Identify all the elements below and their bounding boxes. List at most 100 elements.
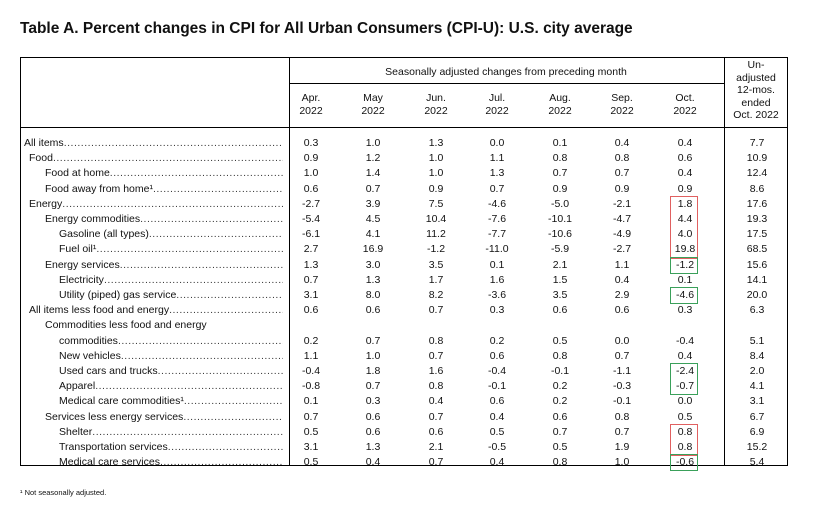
value-cell: 11.2 — [426, 228, 446, 241]
value-cell: 3.5 — [428, 258, 444, 271]
value-cell: -2.7 — [612, 243, 632, 256]
table-row: All items...............................… — [21, 137, 789, 152]
value-cell: 0.5 — [677, 410, 693, 423]
value-cell: 3.0 — [365, 258, 381, 271]
value-cell: 3.5 — [552, 289, 568, 301]
value-cell: 0.0 — [489, 137, 505, 149]
unadjusted-header-line: Oct. 2022 — [733, 109, 779, 121]
row-label-text: Shelter — [59, 425, 93, 438]
row-label-text: All items less food and energy — [29, 304, 170, 317]
value-cell: 0.7 — [365, 380, 381, 393]
table-row: Medical care commodities¹...............… — [21, 395, 789, 410]
leader-dots: ........................................… — [52, 152, 283, 165]
column-year: 2022 — [673, 105, 697, 117]
highlight-box — [670, 423, 698, 457]
value-cell: 0.6 — [303, 304, 319, 317]
unadjusted-cell: 5.4 — [749, 456, 765, 469]
column-header: Sep. 2022 — [591, 92, 653, 118]
value-cell: -1.2 — [426, 243, 446, 256]
value-cell: 3.1 — [303, 289, 319, 301]
table-row: Energy..................................… — [21, 198, 789, 213]
value-cell: 10.4 — [425, 213, 447, 225]
value-cell: 0.6 — [677, 152, 693, 165]
unadjusted-cell: 7.7 — [749, 137, 765, 149]
value-cell: 0.4 — [428, 395, 444, 408]
value-cell: 0.4 — [614, 137, 630, 149]
unadjusted-cell: 15.6 — [746, 258, 768, 271]
value-cell: 0.7 — [428, 410, 444, 423]
value-cell: 0.6 — [552, 410, 568, 423]
value-cell: 0.7 — [614, 167, 630, 180]
value-cell: 0.8 — [428, 334, 444, 347]
value-cell: -4.6 — [487, 197, 507, 210]
highlight-box — [670, 454, 698, 472]
column-year: 2022 — [299, 105, 323, 117]
value-cell: 1.1 — [303, 349, 319, 362]
table-row: Medical care services...................… — [21, 456, 789, 471]
row-label-text: Food away from home¹ — [45, 182, 153, 195]
value-cell: 2.1 — [428, 441, 444, 453]
column-year: 2022 — [610, 105, 634, 117]
row-label-text: Food at home — [45, 167, 110, 180]
row-label-text: Apparel — [59, 380, 96, 393]
leader-dots: ........................................… — [63, 137, 283, 149]
value-cell: 0.0 — [614, 334, 630, 347]
value-cell: 2.1 — [552, 258, 568, 271]
unadjusted-cell: 20.0 — [746, 289, 768, 301]
column-month: Aug. — [549, 92, 571, 104]
row-label-text: Medical care services — [59, 456, 160, 469]
row-label: Medical care services...................… — [59, 456, 283, 468]
row-label-text: Energy — [29, 197, 63, 210]
value-cell: -0.8 — [301, 380, 321, 393]
value-cell: -0.3 — [612, 380, 632, 393]
value-cell: 1.3 — [428, 137, 444, 149]
value-cell: 0.2 — [489, 334, 505, 347]
unadjusted-cell: 12.4 — [746, 167, 768, 180]
row-label: All items...............................… — [24, 137, 283, 149]
value-cell: 8.0 — [365, 289, 381, 301]
value-cell: -1.1 — [612, 365, 632, 377]
row-label-text: Food — [29, 152, 53, 165]
footnote: ¹ Not seasonally adjusted. — [20, 488, 107, 497]
value-cell: -5.0 — [550, 197, 570, 210]
leader-dots: ........................................… — [167, 441, 283, 453]
row-label-text: Utility (piped) gas service — [59, 289, 177, 301]
table-title: Table A. Percent changes in CPI for All … — [20, 20, 633, 37]
unadjusted-cell: 8.6 — [749, 182, 765, 195]
value-cell: 1.9 — [614, 441, 630, 453]
value-cell: 0.9 — [614, 182, 630, 195]
column-month: Jun. — [426, 92, 446, 104]
row-label: New vehicles............................… — [59, 350, 283, 362]
leader-dots: ........................................… — [95, 380, 283, 393]
value-cell: -0.4 — [487, 365, 507, 377]
value-cell: 0.1 — [489, 258, 505, 271]
unadjusted-cell: 3.1 — [749, 395, 765, 408]
row-label-text: Transportation services — [59, 441, 168, 453]
value-cell: 0.4 — [489, 456, 505, 469]
divider — [724, 58, 725, 465]
leader-dots: ........................................… — [159, 456, 283, 469]
value-cell: 0.1 — [677, 273, 693, 286]
value-cell: 2.9 — [614, 289, 630, 301]
table-row: Transportation services.................… — [21, 441, 789, 456]
value-cell: 0.3 — [489, 304, 505, 317]
row-label: Energy commodities......................… — [45, 213, 283, 225]
value-cell: 0.6 — [365, 304, 381, 317]
leader-dots: ........................................… — [183, 395, 283, 408]
value-cell: 0.8 — [552, 152, 568, 165]
highlight-box — [670, 195, 698, 259]
value-cell: -2.7 — [301, 197, 321, 210]
row-label: Medical care commodities¹...............… — [59, 395, 283, 407]
value-cell: 0.5 — [303, 425, 319, 438]
value-cell: 1.0 — [428, 167, 444, 180]
value-cell: -10.1 — [548, 213, 572, 225]
value-cell: 0.8 — [552, 349, 568, 362]
value-cell: 0.5 — [489, 425, 505, 438]
value-cell: 0.7 — [489, 182, 505, 195]
row-label: Utility (piped) gas service.............… — [59, 289, 283, 301]
value-cell: 0.7 — [552, 167, 568, 180]
table-row: Services less energy services...........… — [21, 411, 789, 426]
column-year: 2022 — [548, 105, 572, 117]
column-month: Sep. — [611, 92, 633, 104]
value-cell: 1.8 — [365, 365, 381, 377]
